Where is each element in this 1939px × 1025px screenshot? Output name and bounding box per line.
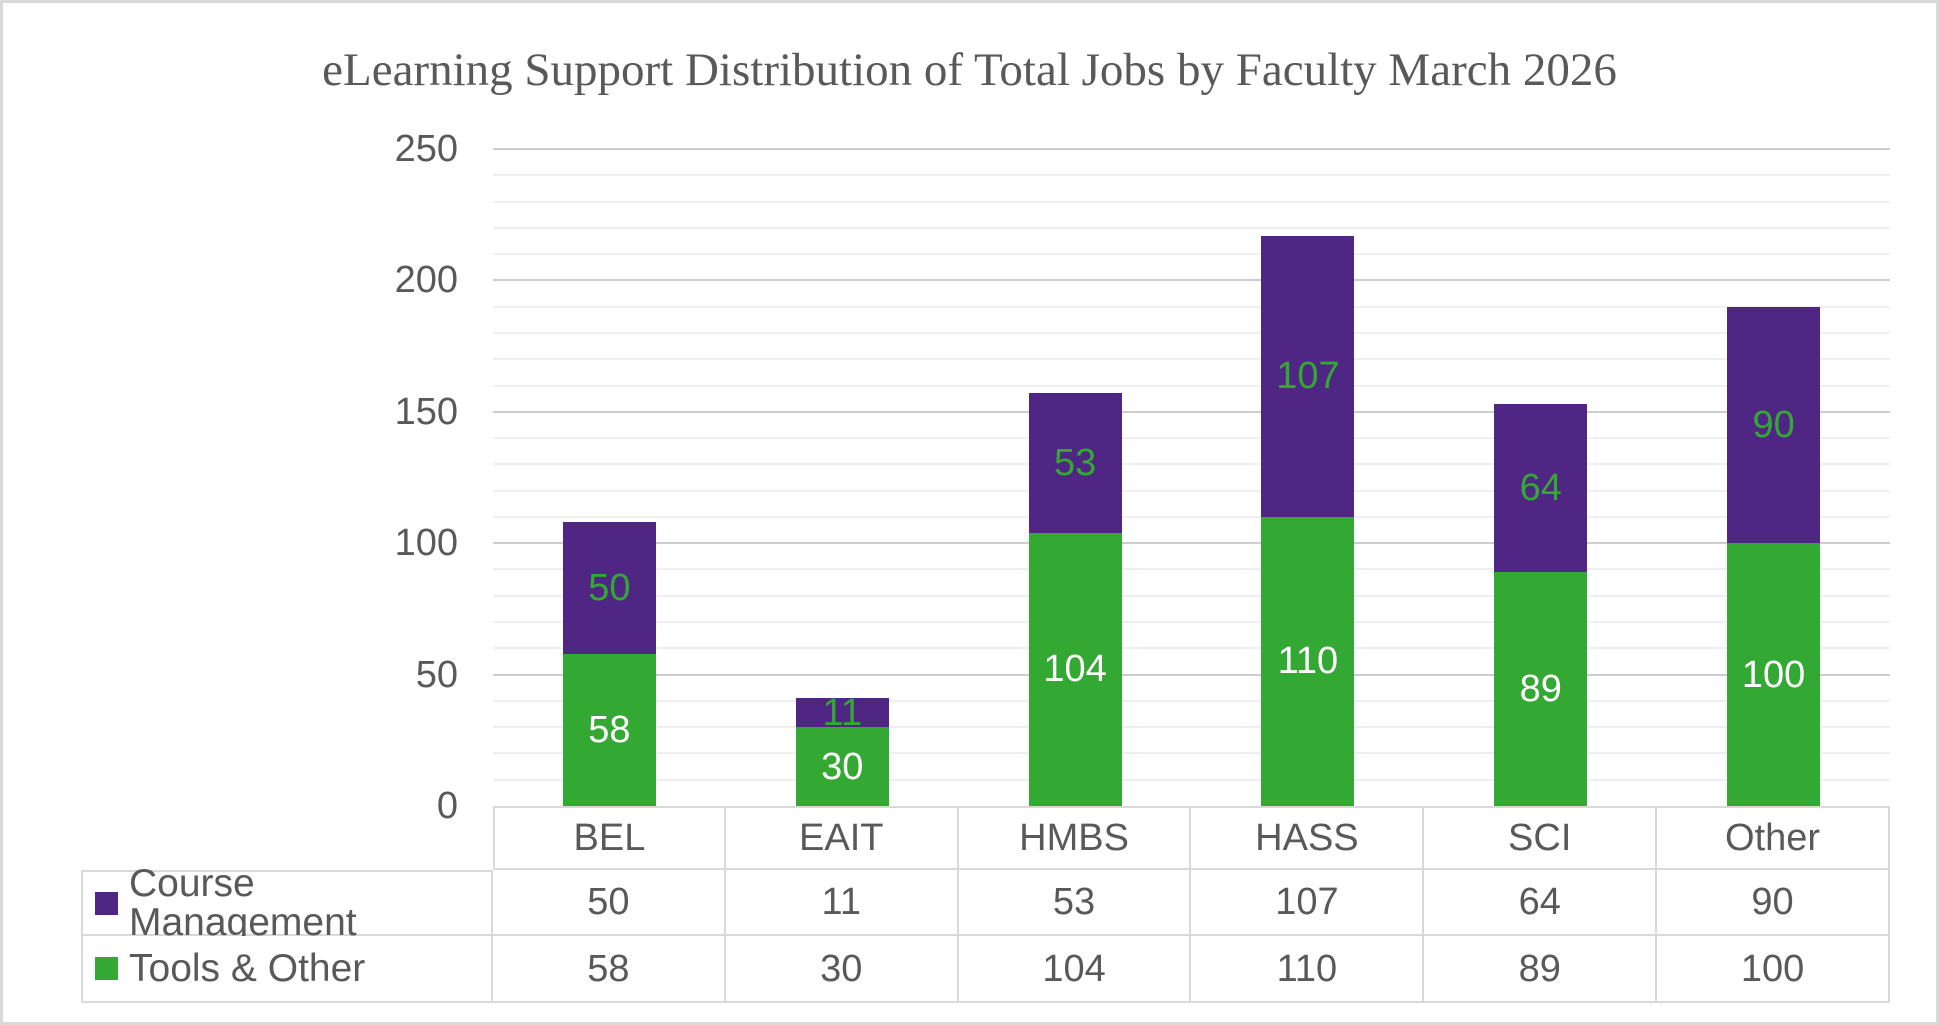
- table-value-cell: 11: [725, 870, 959, 936]
- bar-group-sci: 89 64: [1494, 149, 1588, 806]
- gridline-minor: [493, 463, 1890, 466]
- gridline-minor: [493, 331, 1890, 334]
- series-name: Course Management: [129, 862, 357, 944]
- table-value-cell: 110: [1191, 936, 1425, 1003]
- gridline-minor: [493, 174, 1890, 177]
- data-label: 11: [822, 691, 862, 734]
- plot-area: 58 50 30 11 104 53 110 107 89 64 100 90: [493, 148, 1890, 806]
- bar-segment-course-management: 64: [1494, 403, 1588, 573]
- gridline-minor: [493, 200, 1890, 203]
- data-label: 104: [1043, 648, 1107, 691]
- gridline-minor: [493, 515, 1890, 518]
- gridline-major: [493, 673, 1890, 676]
- y-axis-tick: 200: [394, 259, 458, 302]
- bar-segment-tools-other: 89: [1494, 572, 1588, 806]
- legend-swatch-tools-other: [95, 957, 118, 980]
- gridline-minor: [493, 358, 1890, 361]
- bar-segment-tools-other: 110: [1261, 516, 1355, 806]
- table-value-cell: 104: [958, 936, 1192, 1003]
- data-label: 58: [588, 708, 631, 751]
- gridline-major: [493, 148, 1890, 150]
- gridline-minor: [493, 226, 1890, 229]
- bar-group-hass: 110 107: [1261, 149, 1355, 806]
- bar-segment-course-management: 90: [1727, 306, 1821, 544]
- table-value-cell: 89: [1424, 936, 1658, 1003]
- table-header-cell: SCI: [1424, 806, 1658, 870]
- gridline-minor: [493, 621, 1890, 624]
- y-axis-tick: 50: [415, 653, 458, 696]
- gridline-minor: [493, 752, 1890, 755]
- table-value-cell: 50: [493, 870, 726, 936]
- gridline-minor: [493, 699, 1890, 702]
- table-value-cell: 107: [1191, 870, 1425, 936]
- table-header-cell: EAIT: [725, 806, 959, 870]
- bar-segment-tools-other: 30: [795, 727, 889, 806]
- data-label: 107: [1276, 355, 1340, 398]
- y-axis-tick: 150: [394, 390, 458, 433]
- data-label: 30: [821, 745, 864, 788]
- data-label: 110: [1277, 640, 1339, 683]
- bar-segment-tools-other: 104: [1028, 532, 1122, 806]
- bar-segment-course-management: 50: [562, 522, 656, 654]
- gridline-minor: [493, 437, 1890, 440]
- bar-group-other: 100 90: [1727, 149, 1821, 806]
- gridline-major: [493, 410, 1890, 413]
- data-label: 100: [1741, 653, 1806, 696]
- gridline-minor: [493, 568, 1890, 571]
- gridline-minor: [493, 647, 1890, 650]
- table-header-cell: Other: [1657, 806, 1890, 870]
- gridline-minor: [493, 305, 1890, 308]
- gridline-minor: [493, 594, 1890, 597]
- gridline-major: [493, 279, 1890, 282]
- series-name: Tools & Other: [129, 947, 366, 990]
- data-label: 90: [1752, 403, 1795, 446]
- table-value-cell: 58: [493, 936, 726, 1003]
- table-value-cell: 64: [1424, 870, 1658, 936]
- y-axis-tick: 0: [436, 785, 458, 827]
- table-row-label: Tools & Other: [81, 936, 493, 1003]
- bar-segment-course-management: 53: [1028, 393, 1122, 533]
- gridline-minor: [493, 489, 1890, 492]
- gridline-minor: [493, 778, 1890, 781]
- gridline-minor: [493, 726, 1890, 729]
- legend-swatch-course-management: [95, 891, 118, 915]
- bar-segment-course-management: 107: [1261, 235, 1355, 517]
- table-value-cell: 90: [1657, 870, 1890, 936]
- data-label: 50: [588, 566, 631, 609]
- table-corner-spacer: [81, 806, 493, 870]
- data-label: 89: [1519, 668, 1562, 711]
- bar-segment-tools-other: 100: [1727, 543, 1821, 806]
- table-value-cell: 30: [725, 936, 959, 1003]
- data-label: 64: [1519, 467, 1562, 510]
- bar-segment-tools-other: 58: [562, 653, 656, 806]
- table-header-cell: HASS: [1191, 806, 1425, 870]
- bar-group-hmbs: 104 53: [1028, 149, 1122, 806]
- bar-group-bel: 58 50: [562, 149, 656, 806]
- gridline-minor: [493, 253, 1890, 256]
- gridline-minor: [493, 384, 1890, 387]
- data-table: BEL EAIT HMBS HASS SCI Other Course Management…: [81, 806, 1890, 1003]
- bar-group-eait: 30 11: [795, 149, 889, 806]
- table-row-label: Course Management: [81, 864, 493, 942]
- table-header-cell: HMBS: [958, 806, 1192, 870]
- gridline-major: [493, 542, 1890, 545]
- table-value-cell: 100: [1657, 936, 1890, 1003]
- y-axis-tick: 250: [394, 128, 458, 170]
- y-axis-tick: 100: [394, 522, 458, 565]
- table-header-cell: BEL: [493, 806, 726, 870]
- table-value-cell: 53: [958, 870, 1192, 936]
- data-label: 53: [1053, 442, 1097, 485]
- chart-title: eLearning Support Distribution of Total …: [322, 44, 1617, 96]
- bar-segment-course-management: 11: [795, 694, 889, 732]
